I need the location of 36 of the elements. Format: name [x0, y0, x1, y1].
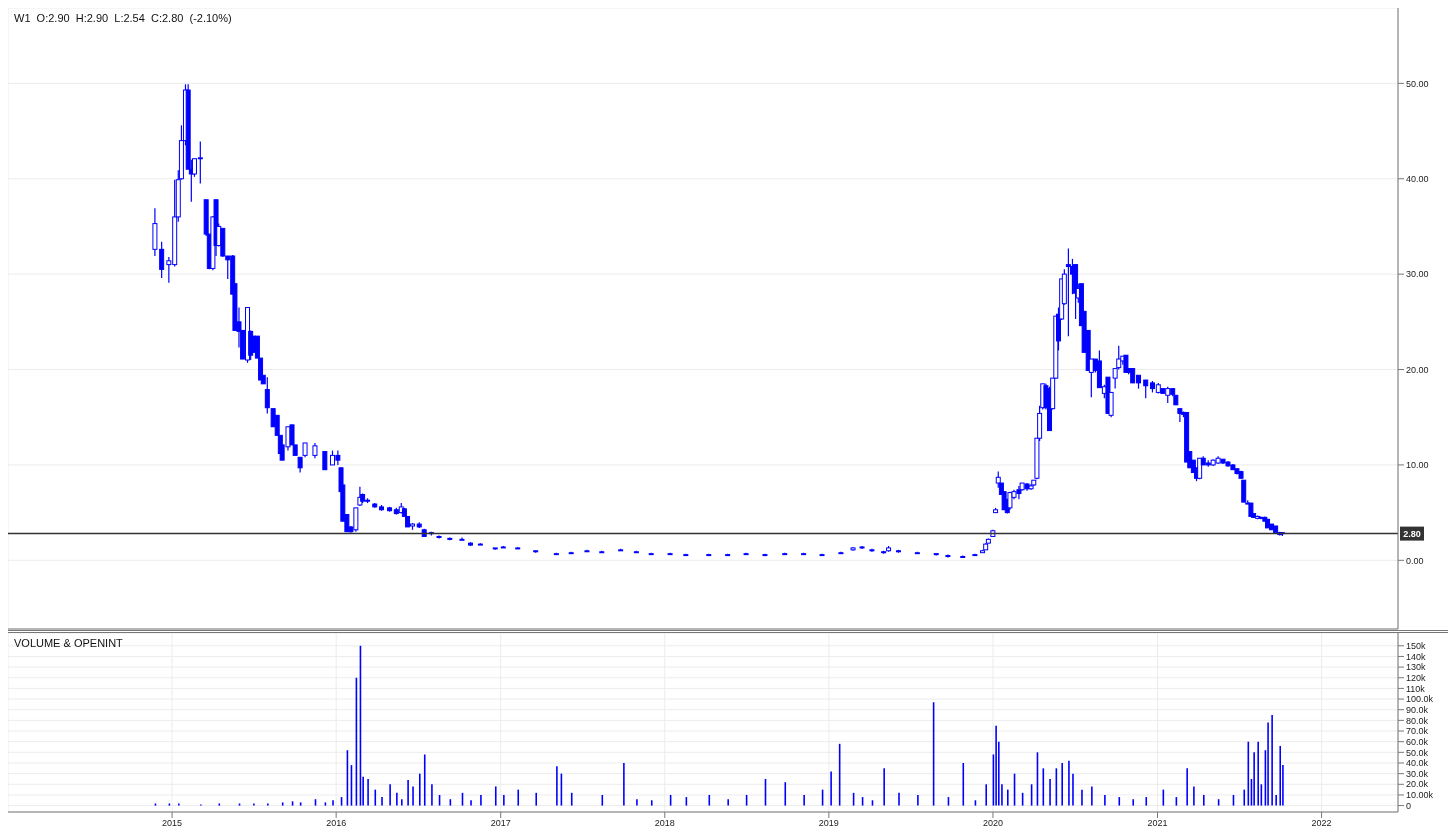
x-tick-label: 2019 [818, 818, 839, 829]
x-tick-label: 2015 [162, 818, 183, 829]
ref-line-label: 2.80 [1403, 529, 1421, 540]
y-tick-label: 80.0k [1406, 715, 1429, 726]
y-tick-label: 110k [1406, 683, 1426, 694]
x-tick-label: 2021 [1147, 818, 1168, 829]
y-tick-label: 30.00 [1406, 269, 1429, 280]
candlestick [1143, 379, 1149, 399]
y-tick-label: 0 [1406, 800, 1412, 811]
x-tick-label: 2016 [326, 818, 347, 829]
y-tick-label: 20.0k [1406, 779, 1429, 790]
x-tick-label: 2018 [654, 818, 675, 829]
y-tick-label: 70.0k [1406, 726, 1429, 737]
chart-title: W1 O:2.90 H:2.90 L:2.54 C:2.80 (-2.10%) [14, 12, 232, 24]
y-tick-label: 100.0k [1406, 694, 1434, 705]
y-tick-label: 10.00 [1406, 460, 1429, 471]
y-tick-label: 40.00 [1406, 173, 1429, 184]
y-tick-label: 150k [1406, 640, 1427, 651]
y-tick-label: 50.0k [1406, 747, 1429, 758]
candlestick [459, 536, 465, 541]
y-tick-label: 20.00 [1406, 364, 1429, 375]
x-tick-label: 2017 [490, 818, 511, 829]
chart-title: VOLUME & OPENINT [14, 637, 123, 649]
y-tick-label: 140k [1406, 651, 1427, 662]
y-tick-label: 0.00 [1406, 555, 1424, 566]
y-tick-label: 10.00k [1406, 790, 1434, 801]
y-tick-label: 40.0k [1406, 758, 1429, 769]
y-tick-label: 60.0k [1406, 736, 1429, 747]
x-tick-label: 2020 [982, 818, 1003, 829]
y-tick-label: 120k [1406, 672, 1427, 683]
x-tick-label: 2022 [1311, 818, 1332, 829]
candlestick [322, 450, 328, 471]
y-tick-label: 130k [1406, 662, 1427, 673]
y-tick-label: 90.0k [1406, 704, 1429, 715]
y-tick-label: 30.0k [1406, 768, 1429, 779]
y-tick-label: 50.00 [1406, 78, 1429, 89]
